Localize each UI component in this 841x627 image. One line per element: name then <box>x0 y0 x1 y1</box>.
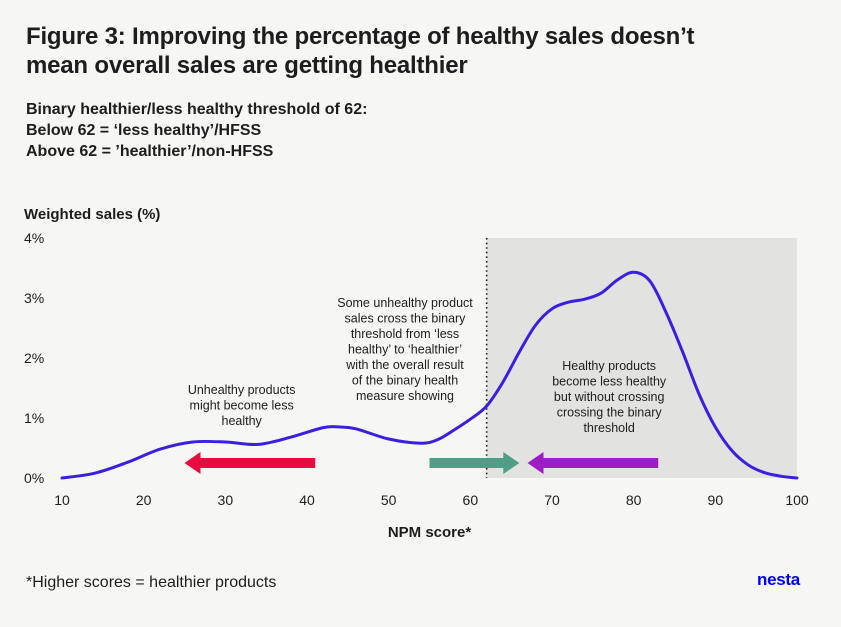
nesta-logo: nesta <box>757 570 800 589</box>
crossing-shift-arrow <box>429 452 520 474</box>
footnote: *Higher scores = healthier products <box>26 574 277 591</box>
annotation-crossing-line-2: sales cross the binary <box>345 312 467 326</box>
annotation-healthy-line-3: but without crossing <box>554 390 665 404</box>
y-tick-label-4: 4% <box>24 230 44 246</box>
annotation-crossing: Some unhealthy product sales cross the bi… <box>337 296 473 403</box>
y-tick-label-1: 1% <box>24 410 44 426</box>
annotation-crossing-line-7: measure showing <box>356 389 454 403</box>
healthy-shift-arrow <box>527 452 659 474</box>
series-layer <box>60 270 799 480</box>
subtitle-line-1: Binary healthier/less healthy threshold … <box>26 101 368 118</box>
annotation-healthy-line-4: crossing the binary <box>557 406 663 420</box>
annotation-crossing-line-5: with the overall result <box>345 358 464 372</box>
annotation-crossing-line-6: of the binary health <box>352 374 458 388</box>
subtitle-line-2: Below 62 = ‘less healthy’/HFSS <box>26 122 262 139</box>
annotations-layer: Unhealthy products might become less healt… <box>188 296 667 435</box>
x-tick-label-8: 90 <box>708 492 724 508</box>
x-tick-label-9: 100 <box>785 492 809 508</box>
weighted-sales-curve <box>60 270 799 480</box>
annotation-crossing-line-4: healthy’ to ‘healthier’ <box>348 343 462 357</box>
annotation-healthy-line-2: become less healthy <box>552 375 667 389</box>
y-tick-label-2: 2% <box>24 350 44 366</box>
annotation-unhealthy-line-1: Unhealthy products <box>188 383 296 397</box>
x-tick-label-0: 10 <box>54 492 70 508</box>
x-tick-label-5: 60 <box>463 492 479 508</box>
healthier-region <box>486 238 797 478</box>
chart-title: Figure 3: Improving the percentage of he… <box>26 22 826 80</box>
chart-subtitle: Binary healthier/less healthy threshold … <box>26 99 367 162</box>
x-tick-label-3: 40 <box>299 492 315 508</box>
annotation-unhealthy-line-3: healthy <box>222 414 263 428</box>
y-tick-label-3: 3% <box>24 290 44 306</box>
title-line-1: Figure 3: Improving the percentage of he… <box>26 23 695 50</box>
x-tick-label-6: 70 <box>544 492 560 508</box>
unhealthy-shift-arrow <box>184 452 316 474</box>
annotation-healthy: Healthy products become less healthy but w… <box>552 359 667 435</box>
regions-layer <box>485 238 797 478</box>
x-tick-label-1: 20 <box>136 492 152 508</box>
arrows-layer <box>184 452 659 474</box>
axes-layer: Weighted sales (%) 0% 1% 2% 3% 4% 10 20 30 40 50 60… <box>24 206 809 541</box>
x-axis-label: NPM score* <box>388 524 472 541</box>
annotation-unhealthy-line-2: might become less <box>190 399 294 413</box>
y-axis-label: Weighted sales (%) <box>24 206 160 223</box>
y-tick-label-0: 0% <box>24 470 44 486</box>
annotation-healthy-line-1: Healthy products <box>562 359 656 373</box>
annotation-crossing-line-1: Some unhealthy product <box>337 296 473 310</box>
subtitle-line-3: Above 62 = ’healthier’/non-HFSS <box>26 143 274 160</box>
annotation-crossing-line-3: threshold from ‘less <box>351 327 459 341</box>
x-tick-label-4: 50 <box>381 492 397 508</box>
annotation-healthy-line-5: threshold <box>583 421 634 435</box>
x-tick-label-2: 30 <box>218 492 234 508</box>
x-tick-label-7: 80 <box>626 492 642 508</box>
annotation-unhealthy: Unhealthy products might become less healt… <box>188 383 296 428</box>
title-line-2: mean overall sales are getting healthier <box>26 52 468 79</box>
